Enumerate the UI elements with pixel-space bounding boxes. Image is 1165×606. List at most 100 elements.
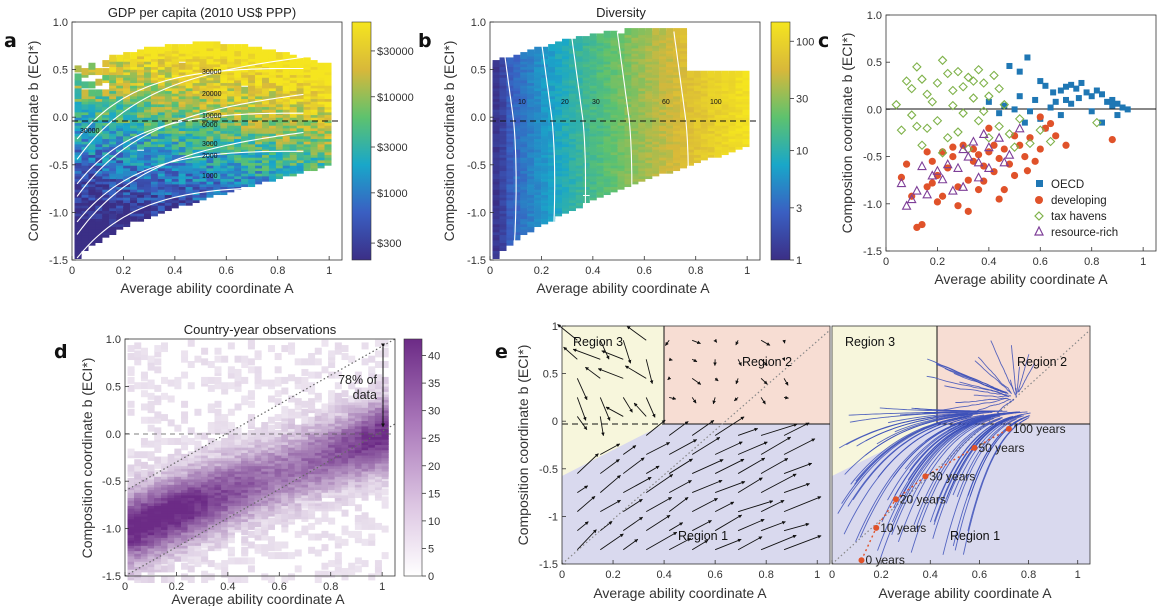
panel-b-axes <box>489 21 761 261</box>
panel-a-cell <box>268 81 276 89</box>
oecd-point <box>1057 112 1064 119</box>
panel-b-cell <box>520 52 528 60</box>
panel-b-cell <box>728 70 736 78</box>
panel-b-cell <box>499 89 507 97</box>
panel-d-cell <box>154 411 162 419</box>
panel-a-cell <box>144 70 151 78</box>
panel-d-cell <box>174 448 182 456</box>
panel-b-cell <box>659 137 667 145</box>
developing-point <box>1000 186 1008 194</box>
panel-d-cell <box>154 562 162 570</box>
oecd-point <box>985 98 992 105</box>
panel-a-cell <box>289 142 297 150</box>
panel-a-cell <box>102 60 110 68</box>
panel-a-cell <box>275 150 283 158</box>
panel-d-cell <box>140 403 148 411</box>
panel-d-cell <box>161 456 168 464</box>
tax-haven-point <box>968 76 979 86</box>
panel-b-heatmap <box>492 28 750 260</box>
panel-a-cell <box>74 102 82 110</box>
developing-point <box>897 173 906 181</box>
oecd-point <box>1027 108 1033 115</box>
panel-d-cell <box>207 376 215 384</box>
panel-b-cell <box>638 28 646 36</box>
oecd-point <box>1047 104 1054 111</box>
tax-haven-point <box>984 132 994 143</box>
panel-d-cell <box>140 451 148 459</box>
panel-a-cell <box>95 156 103 164</box>
resource-rich-point <box>983 162 994 172</box>
panel-b-cell <box>610 30 618 38</box>
panel-a-cell <box>116 54 124 62</box>
panel-b-cell <box>492 60 500 68</box>
panel-b-cell <box>645 100 653 108</box>
oecd-point <box>1057 87 1064 94</box>
panel-a-cell <box>137 150 145 158</box>
panel-d-cell <box>154 345 162 353</box>
panel-b-cell <box>652 148 660 156</box>
panel-d-cell <box>140 371 148 379</box>
panel-d-cell <box>214 440 222 448</box>
panel-b-cell <box>582 145 590 153</box>
legend-oecd-label: OECD <box>1051 179 1084 191</box>
oecd-point <box>1032 96 1039 103</box>
panel-d-cell <box>154 445 162 453</box>
panel-b-cell <box>652 28 660 36</box>
panel-d-cell <box>227 382 235 390</box>
panel-d-cell <box>194 355 202 363</box>
developing-point <box>1036 113 1044 121</box>
panel-b-cell <box>541 180 549 188</box>
panel-d-cell <box>174 456 182 464</box>
panel-b-cell <box>589 33 597 41</box>
panel-d-cell <box>181 573 189 581</box>
developing-point <box>1023 167 1032 175</box>
resource-rich-point <box>932 165 943 175</box>
panel-b-cell <box>534 46 542 54</box>
panel-b-cell <box>582 129 590 137</box>
panel-d-cell <box>187 451 195 459</box>
x-tick-label: 0.2 <box>534 265 549 277</box>
panel-b-cell <box>693 70 701 78</box>
panel-a-cell <box>157 132 165 140</box>
developing-point <box>949 143 957 151</box>
panel-d-cell <box>207 403 215 411</box>
panel-b-cell <box>707 100 715 108</box>
tax-haven-point <box>922 123 932 134</box>
panel-a-cell <box>150 60 158 68</box>
panel-b-cell <box>707 145 715 153</box>
tax-haven-point <box>1009 142 1020 152</box>
resource-rich-point <box>958 181 969 191</box>
panel-a-cell <box>150 70 158 78</box>
panel-a-cell <box>213 41 221 49</box>
panel-a-cell <box>123 124 131 132</box>
panel-b-cell <box>645 28 653 36</box>
oecd-point <box>1052 98 1059 105</box>
panel-a-cell <box>296 118 304 126</box>
panel-a-cell <box>171 44 179 52</box>
panel-a-cell <box>282 52 290 60</box>
y-tick-label: -1.5 <box>49 255 68 267</box>
panel-a-cell <box>178 44 186 52</box>
panel-d-cell <box>181 459 189 467</box>
panel-b-cell <box>534 209 542 217</box>
panel-a-cell <box>206 41 214 49</box>
panel-d-cell <box>221 570 229 578</box>
panel-d-cell <box>154 456 162 464</box>
y-tick-label: -1.5 <box>863 246 882 258</box>
tax-haven-point <box>1004 129 1015 139</box>
panel-b-cell <box>631 28 639 36</box>
panel-b-cell <box>686 70 694 78</box>
panel-b-cell <box>673 28 681 36</box>
tax-haven-point <box>912 121 922 132</box>
tax-haven-point <box>942 132 953 143</box>
y-tick-label: 0.0 <box>53 112 68 124</box>
panel-a-cell <box>192 41 200 49</box>
panel-d-cell <box>221 541 229 549</box>
developing-point <box>938 192 947 200</box>
panel-d-cell <box>201 358 209 366</box>
panel-b-cell <box>520 190 528 198</box>
panel-b-contour-label: 10 <box>518 99 526 106</box>
developing-point <box>969 145 978 153</box>
panel-d-cell <box>140 576 148 583</box>
panel-a-contour-label: 30000 <box>80 128 100 135</box>
